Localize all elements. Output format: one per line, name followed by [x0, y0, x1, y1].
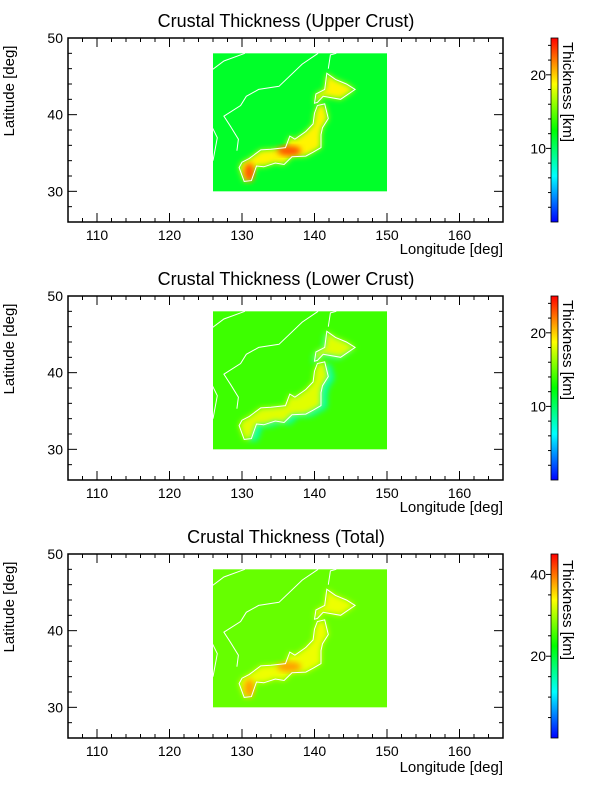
heatmap-hotspot [244, 163, 255, 182]
x-tick-label: 150 [375, 227, 399, 243]
coastline [238, 361, 329, 440]
heatmap-hotspot [277, 145, 302, 156]
coastline [175, 310, 246, 419]
heatmap-background [213, 569, 387, 708]
colorbar [550, 553, 559, 739]
colorbar-label: Thickness [km] [559, 560, 576, 660]
colorbar-tick-label: 20 [530, 325, 546, 341]
x-axis-label: Longitude [deg] [400, 499, 503, 516]
y-axis-label: Latitude [deg] [1, 304, 18, 395]
x-tick-label: 110 [86, 743, 109, 759]
coastline [327, 52, 337, 69]
x-tick-label: 120 [158, 485, 182, 501]
coastline [327, 310, 337, 327]
x-tick-label: 130 [230, 743, 254, 759]
y-tick-label: 40 [47, 107, 63, 123]
coastlines [175, 52, 357, 182]
y-tick-label: 30 [47, 699, 63, 715]
colorbar-tick-label: 20 [530, 67, 546, 83]
coastline [238, 619, 329, 698]
y-tick-label: 30 [47, 183, 63, 199]
x-tick-label: 160 [448, 227, 472, 243]
colorbar-tick-label: 40 [530, 566, 546, 582]
x-tick-label: 140 [303, 743, 327, 759]
coastline [327, 568, 337, 585]
heatmap-background [213, 311, 387, 450]
coastline [175, 52, 246, 161]
coastline [238, 103, 329, 182]
y-axis-label: Latitude [deg] [1, 562, 18, 653]
coastline [223, 52, 319, 151]
colorbar-tick-label: 10 [530, 398, 546, 414]
panel-lower-crust: Crustal Thickness (Lower Crust) Latitude… [1, 269, 576, 516]
heatmap-land [239, 103, 329, 182]
x-tick-label: 140 [303, 227, 327, 243]
x-tick-label: 160 [448, 743, 472, 759]
y-tick-label: 40 [47, 365, 63, 381]
coastline [313, 330, 357, 362]
heatmap-land [239, 619, 329, 698]
y-tick-label: 50 [47, 288, 63, 304]
y-tick-label: 50 [47, 30, 63, 46]
colorbar [550, 295, 559, 481]
heatmap-hotspot [277, 661, 302, 672]
x-tick-label: 120 [158, 227, 182, 243]
colorbar-tick-label: 20 [530, 648, 546, 664]
x-tick-label: 160 [448, 485, 472, 501]
x-axis-label: Longitude [deg] [400, 241, 503, 258]
chart-title: Crustal Thickness (Lower Crust) [158, 269, 415, 289]
x-tick-label: 110 [86, 485, 109, 501]
x-tick-label: 150 [375, 743, 399, 759]
panel-upper-crust: Crustal Thickness (Upper Crust) Latitude… [1, 11, 576, 258]
y-axis-label: Latitude [deg] [1, 46, 18, 137]
x-tick-label: 140 [303, 485, 327, 501]
heatmap-land [239, 361, 329, 440]
x-tick-label: 130 [230, 227, 254, 243]
x-tick-label: 110 [86, 227, 109, 243]
panel-total-crust: Crustal Thickness (Total) Latitude [deg]… [1, 527, 576, 776]
heatmap-background [213, 53, 387, 192]
x-axis-label: Longitude [deg] [400, 759, 503, 776]
coastline [223, 310, 319, 409]
y-tick-label: 40 [47, 623, 63, 639]
colorbar-label: Thickness [km] [559, 300, 576, 400]
y-tick-label: 30 [47, 441, 63, 457]
colorbar-label: Thickness [km] [559, 42, 576, 142]
chart-title: Crustal Thickness (Total) [187, 527, 385, 547]
x-tick-label: 120 [158, 743, 182, 759]
colorbar [550, 37, 559, 223]
coastline [313, 588, 357, 620]
coastline [175, 568, 246, 677]
coastline [313, 72, 357, 104]
chart-title: Crustal Thickness (Upper Crust) [158, 11, 415, 31]
coastlines [175, 568, 357, 698]
coastlines [175, 310, 357, 440]
heatmap-hotspot [244, 679, 255, 698]
x-tick-label: 130 [230, 485, 254, 501]
colorbar-tick-label: 10 [530, 140, 546, 156]
y-tick-label: 50 [47, 546, 63, 562]
x-tick-label: 150 [375, 485, 399, 501]
coastline [223, 568, 319, 667]
